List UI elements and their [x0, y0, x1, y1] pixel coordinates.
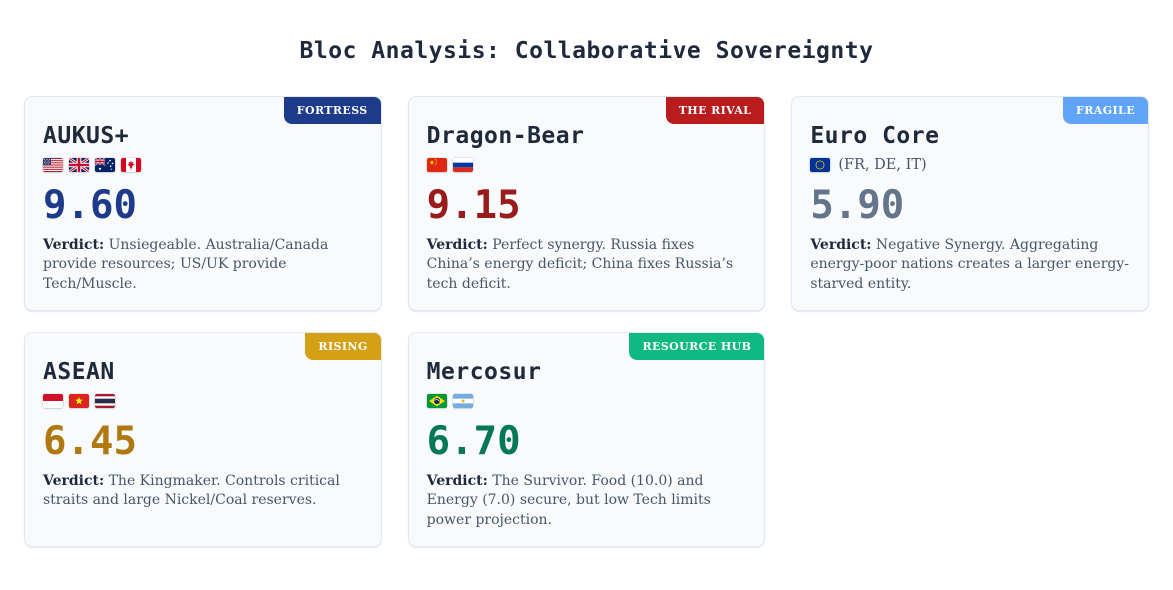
bloc-name: Mercosur — [426, 358, 542, 385]
status-badge: RISING — [305, 332, 381, 360]
bloc-name: Dragon-Bear — [426, 123, 585, 149]
verdict-body: Unsiegeable. Australia/Canada provide re… — [43, 237, 329, 292]
flag-gb-icon — [69, 158, 89, 172]
flag-ca-icon — [121, 158, 141, 172]
bloc-card: FORTRESS AUKUS+ 9.60 Verdict: Unsiegeabl… — [24, 96, 382, 311]
verdict-text: Verdict: Perfect synergy. Russia fixes C… — [427, 236, 747, 294]
verdict-body: Negative Synergy. Aggregating energy-poo… — [810, 237, 1130, 292]
bloc-card: RISING ASEAN 6.45 Verdict: The Kingmaker… — [24, 331, 382, 547]
bloc-card: RESOURCE HUB Mercosur 6.70 Verdict: The … — [407, 331, 766, 547]
flag-au-icon — [95, 158, 115, 172]
flag-id-icon — [43, 393, 63, 408]
bloc-score: 9.15 — [426, 183, 521, 228]
flag-ru-icon — [452, 158, 473, 172]
flag-br-icon — [426, 393, 447, 408]
verdict-text: Verdict: Unsiegeable. Australia/Canada p… — [43, 236, 363, 294]
status-badge: FRAGILE — [1063, 97, 1148, 124]
bloc-card: THE RIVAL Dragon-Bear 9.15 Verdict: Perf… — [407, 96, 766, 311]
bloc-name: AUKUS+ — [43, 123, 130, 149]
verdict-text: Verdict: The Kingmaker. Controls critica… — [43, 472, 363, 511]
bloc-score: 6.45 — [43, 418, 137, 464]
bloc-name: Euro Core — [810, 123, 940, 149]
flag-row — [426, 393, 747, 408]
flag-row — [426, 158, 747, 172]
bloc-score: 9.60 — [43, 183, 137, 228]
verdict-label: Verdict: — [426, 237, 488, 253]
flag-us-icon — [43, 158, 63, 172]
bloc-score: 5.90 — [810, 183, 905, 228]
verdict-label: Verdict: — [810, 237, 872, 253]
member-countries-note: (FR, DE, IT) — [838, 157, 927, 173]
bloc-name: ASEAN — [43, 358, 115, 385]
verdict-text: Verdict: Negative Synergy. Aggregating e… — [810, 236, 1130, 294]
flag-row — [43, 158, 363, 172]
flag-th-icon — [95, 393, 115, 408]
verdict-body: The Kingmaker. Controls critical straits… — [43, 472, 340, 509]
bloc-cards-grid: FORTRESS AUKUS+ 9.60 Verdict: Unsiegeabl… — [24, 96, 1149, 547]
flag-cn-icon — [426, 158, 447, 172]
flag-vn-icon — [69, 393, 89, 408]
bloc-card: FRAGILE Euro Core (FR, DE, IT) 5.90 Verd… — [791, 96, 1149, 311]
bloc-score: 6.70 — [426, 418, 521, 464]
flag-eu-icon — [810, 158, 831, 172]
verdict-body: The Survivor. Food (10.0) and Energy (7.… — [426, 472, 711, 528]
flag-ar-icon — [452, 393, 473, 408]
verdict-label: Verdict: — [43, 237, 105, 253]
flag-row: (FR, DE, IT) — [810, 157, 1130, 173]
status-badge: FORTRESS — [283, 97, 381, 124]
verdict-label: Verdict: — [426, 472, 488, 489]
verdict-body: Perfect synergy. Russia fixes China’s en… — [426, 237, 734, 292]
page-title: Bloc Analysis: Collaborative Sovereignty — [299, 38, 874, 64]
flag-row — [43, 393, 363, 408]
status-badge: RESOURCE HUB — [629, 332, 765, 360]
status-badge: THE RIVAL — [665, 97, 765, 124]
bloc-analysis-page: Bloc Analysis: Collaborative Sovereignty… — [0, 38, 1173, 547]
verdict-text: Verdict: The Survivor. Food (10.0) and E… — [427, 472, 747, 530]
verdict-label: Verdict: — [43, 472, 105, 489]
